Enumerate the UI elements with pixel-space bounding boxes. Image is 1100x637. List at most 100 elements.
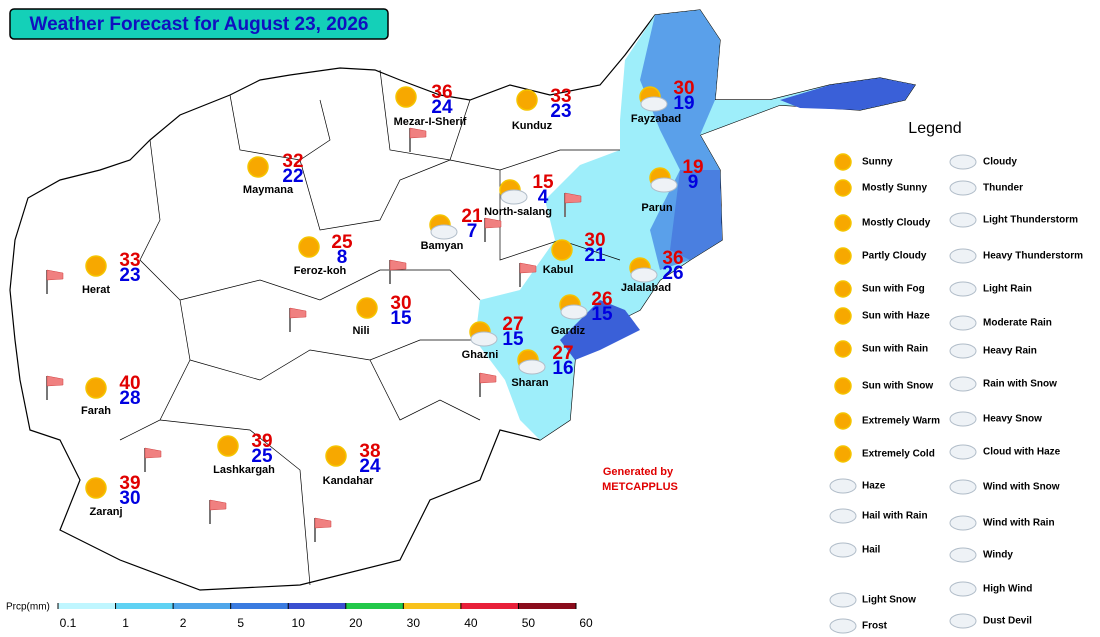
- max-temp: 19: [682, 157, 703, 178]
- sun-icon: [551, 239, 573, 261]
- legend-label: Heavy Thunderstorm: [983, 251, 1083, 262]
- cloud-icon: [560, 304, 588, 320]
- scale-tick-label: 60: [579, 616, 593, 630]
- legend-label: Hail with Rain: [862, 511, 928, 522]
- windsock: [484, 217, 502, 229]
- sun-icon: [356, 297, 378, 319]
- sun-icon: [516, 89, 538, 111]
- legend-title: Legend: [908, 120, 961, 137]
- cloud-icon: [829, 478, 857, 494]
- min-temp: 15: [390, 308, 412, 329]
- windsock: [46, 375, 64, 387]
- legend-label: Wind with Snow: [983, 482, 1060, 493]
- sun-icon: [395, 86, 417, 108]
- max-temp: 33: [119, 250, 140, 271]
- legend-label: Wind with Rain: [983, 518, 1055, 529]
- sun-icon: [85, 255, 107, 277]
- sun-icon: [834, 280, 852, 298]
- min-temp: 16: [552, 358, 573, 379]
- province-lines: [119, 69, 621, 586]
- precip-area: [560, 300, 640, 360]
- cloud-icon: [630, 267, 658, 283]
- legend-label: Sun with Haze: [862, 311, 930, 322]
- windsock: [389, 259, 407, 271]
- legend-label: Light Thunderstorm: [983, 215, 1078, 226]
- city-name: Lashkargah: [213, 464, 275, 476]
- min-temp: 23: [119, 265, 140, 286]
- windsock: [409, 127, 427, 139]
- scale-segment: [230, 603, 289, 609]
- min-temp: 4: [538, 187, 549, 208]
- scale-segment: [460, 603, 519, 609]
- windsock: [144, 447, 162, 459]
- windsock: [519, 262, 537, 274]
- scale-tick-label: 10: [292, 616, 306, 630]
- max-temp: 15: [532, 172, 554, 193]
- scale-tick-label: 2: [180, 616, 187, 630]
- sun-icon: [834, 377, 852, 395]
- legend-label: Rain with Snow: [983, 379, 1057, 390]
- sun-icon: [834, 307, 852, 325]
- legend-label: Heavy Rain: [983, 346, 1037, 357]
- legend-label: Sunny: [862, 157, 893, 168]
- min-temp: 8: [337, 247, 348, 268]
- legend-label: Partly Cloudy: [862, 251, 927, 262]
- city-name: Gardiz: [551, 325, 586, 337]
- legend-label: Cloudy: [983, 157, 1017, 168]
- city-name: Kandahar: [323, 475, 374, 487]
- cloud-icon: [949, 315, 977, 331]
- sun-icon: [834, 340, 852, 358]
- cloud-icon: [640, 96, 668, 112]
- cloud-icon: [470, 331, 498, 347]
- max-temp: 30: [673, 78, 694, 99]
- scale-tick-label: 1: [122, 616, 129, 630]
- min-temp: 24: [359, 456, 381, 477]
- credit: Generated by: [603, 466, 674, 478]
- sun-icon: [298, 236, 320, 258]
- city-name: North-salang: [484, 206, 552, 218]
- precip-area: [670, 170, 722, 260]
- max-temp: 36: [662, 248, 683, 269]
- sun-icon: [247, 156, 269, 178]
- cloud-icon: [949, 515, 977, 531]
- legend-label: Cloud with Haze: [983, 447, 1061, 458]
- min-temp: 26: [662, 263, 683, 284]
- max-temp: 39: [119, 473, 140, 494]
- scale-label: Prcp(mm): [6, 602, 50, 613]
- precip-area: [780, 78, 915, 110]
- min-temp: 23: [550, 101, 571, 122]
- sun-icon: [834, 412, 852, 430]
- legend-label: Light Rain: [983, 284, 1032, 295]
- min-temp: 24: [431, 97, 453, 118]
- min-temp: 22: [282, 166, 303, 187]
- windsock: [46, 269, 64, 281]
- max-temp: 39: [251, 431, 272, 452]
- min-temp: 19: [673, 93, 694, 114]
- min-temp: 21: [584, 245, 606, 266]
- scale-segment: [345, 603, 404, 609]
- max-temp: 36: [431, 82, 452, 103]
- city-name: Parun: [641, 202, 672, 214]
- cloud-icon: [650, 177, 678, 193]
- min-temp: 9: [688, 172, 699, 193]
- sun-icon: [834, 445, 852, 463]
- legend-label: Light Snow: [862, 595, 916, 606]
- cloud-icon: [949, 248, 977, 264]
- max-temp: 27: [552, 343, 573, 364]
- scale-segment: [115, 603, 174, 609]
- max-temp: 26: [591, 289, 612, 310]
- scale-segment: [288, 603, 346, 609]
- sun-icon: [85, 377, 107, 399]
- windsock: [289, 307, 307, 319]
- scale-tick-label: 20: [349, 616, 363, 630]
- cloud-icon: [518, 359, 546, 375]
- legend-label: Frost: [862, 621, 888, 632]
- title: Weather Forecast for August 23, 2026: [30, 14, 369, 35]
- city-name: Zaranj: [89, 506, 122, 518]
- sun-icon: [834, 214, 852, 232]
- max-temp: 40: [119, 373, 140, 394]
- legend-label: Moderate Rain: [983, 318, 1052, 329]
- sun-icon: [834, 247, 852, 265]
- scale-segment: [518, 603, 576, 609]
